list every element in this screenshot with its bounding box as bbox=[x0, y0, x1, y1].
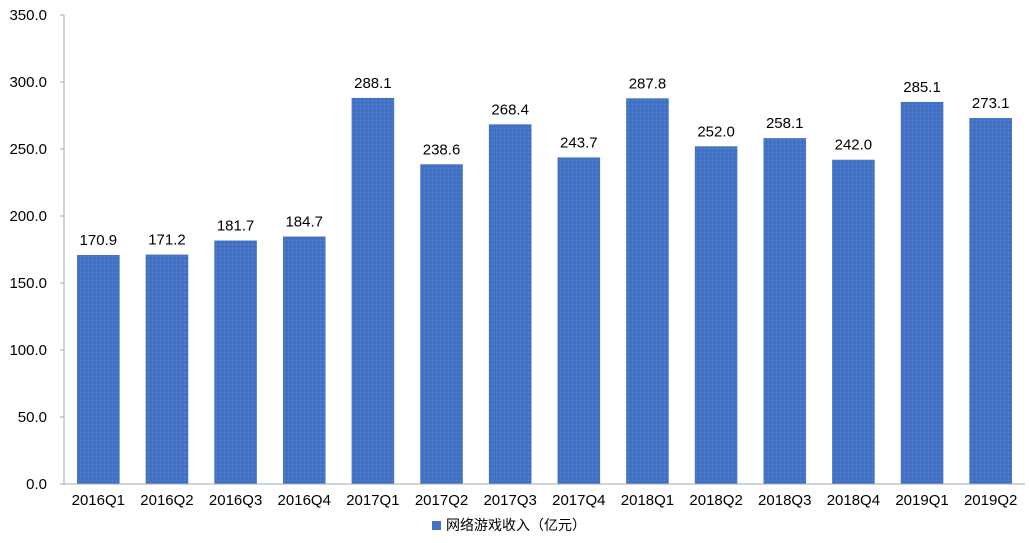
legend-label: 网络游戏收入（亿元） bbox=[446, 518, 586, 534]
x-tick-label: 2018Q3 bbox=[758, 492, 811, 509]
x-tick-label: 2016Q3 bbox=[209, 492, 262, 509]
bar-2016Q1 bbox=[77, 254, 120, 484]
x-tick-label: 2017Q4 bbox=[552, 492, 605, 509]
bar-2018Q3 bbox=[763, 138, 807, 484]
data-label-2016Q1: 170.9 bbox=[80, 232, 118, 249]
y-tick-label: 150.0 bbox=[9, 275, 47, 292]
x-axis: 2016Q1 2016Q2 2016Q3 2016Q4 2017Q1 2017Q2 2017… bbox=[64, 483, 1025, 509]
data-label-2016Q2: 171.2 bbox=[148, 232, 186, 249]
data-label-2017Q1: 288.1 bbox=[354, 75, 392, 92]
data-label-2019Q2: 273.1 bbox=[972, 95, 1010, 112]
y-tick-label: 100.0 bbox=[9, 342, 47, 359]
bar-2019Q2 bbox=[969, 118, 1012, 485]
data-label-2017Q4: 243.7 bbox=[560, 134, 598, 151]
data-label-2019Q1: 285.1 bbox=[903, 79, 941, 96]
y-axis: 0.0 50.0 100.0 150.0 200.0 250.0 300.0 350.0 bbox=[9, 7, 65, 493]
y-tick-label: 0.0 bbox=[26, 476, 47, 493]
x-tick-label: 2018Q1 bbox=[621, 492, 674, 509]
x-tick-label: 2016Q1 bbox=[72, 492, 125, 509]
x-tick-label: 2017Q1 bbox=[346, 492, 399, 509]
data-label-2017Q2: 238.6 bbox=[423, 141, 461, 158]
data-label-2018Q2: 252.0 bbox=[697, 123, 735, 140]
y-tick-label: 300.0 bbox=[9, 74, 47, 91]
x-tick-label: 2016Q4 bbox=[278, 492, 331, 509]
x-tick-label: 2019Q2 bbox=[964, 492, 1017, 509]
bar-2016Q2 bbox=[145, 254, 189, 484]
data-label-2016Q4: 184.7 bbox=[285, 214, 323, 231]
legend-swatch bbox=[432, 521, 441, 530]
x-tick-label: 2016Q2 bbox=[140, 492, 193, 509]
bar-2016Q4 bbox=[282, 236, 326, 484]
data-label-2017Q3: 268.4 bbox=[491, 101, 529, 118]
bar-2019Q1 bbox=[900, 101, 944, 484]
bar-2018Q4 bbox=[832, 159, 875, 484]
x-tick-label: 2018Q2 bbox=[689, 492, 742, 509]
data-label-2018Q1: 287.8 bbox=[629, 75, 667, 92]
bar-2017Q3 bbox=[488, 124, 532, 485]
legend: 网络游戏收入（亿元） bbox=[432, 518, 586, 534]
x-tick-label: 2019Q1 bbox=[895, 492, 948, 509]
bar-2018Q1 bbox=[626, 98, 669, 485]
y-tick-label: 350.0 bbox=[9, 7, 47, 24]
y-tick-label: 250.0 bbox=[9, 141, 47, 158]
bar-2017Q4 bbox=[557, 157, 601, 484]
x-tick-label: 2018Q4 bbox=[827, 492, 880, 509]
bars: 170.9 171.2 181.7 184.7 288.1 238.6 268.4 243.7… bbox=[77, 75, 1012, 485]
bar-2017Q2 bbox=[420, 164, 463, 484]
data-label-2016Q3: 181.7 bbox=[217, 218, 255, 235]
data-label-2018Q4: 242.0 bbox=[835, 137, 873, 154]
x-tick-label: 2017Q2 bbox=[415, 492, 468, 509]
x-tick-label: 2017Q3 bbox=[483, 492, 536, 509]
y-tick-label: 50.0 bbox=[18, 409, 47, 426]
bar-2018Q2 bbox=[694, 146, 738, 484]
data-label-2018Q3: 258.1 bbox=[766, 115, 804, 132]
bar-2016Q3 bbox=[214, 240, 257, 484]
bar-2017Q1 bbox=[351, 97, 395, 485]
y-tick-label: 200.0 bbox=[9, 208, 47, 225]
